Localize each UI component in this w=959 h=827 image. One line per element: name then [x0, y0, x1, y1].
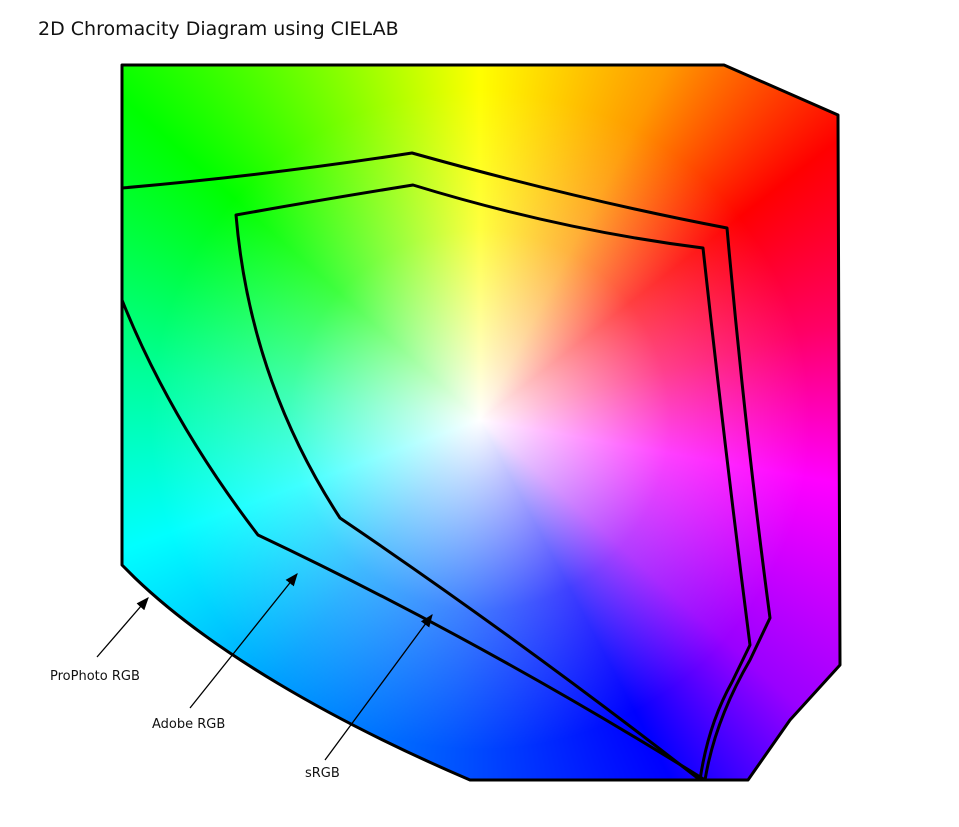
arrow — [96, 597, 149, 658]
arrow — [189, 572, 298, 709]
adobe-outline — [120, 151, 772, 782]
prophoto-outline — [120, 63, 842, 782]
title: 2D Chromacity Diagram using CIELAB — [38, 18, 399, 40]
label: ProPhoto RGB — [50, 669, 140, 684]
srgb-outline — [234, 183, 752, 782]
arrow — [324, 613, 433, 761]
label: Adobe RGB — [152, 717, 225, 732]
label: sRGB — [305, 766, 340, 781]
